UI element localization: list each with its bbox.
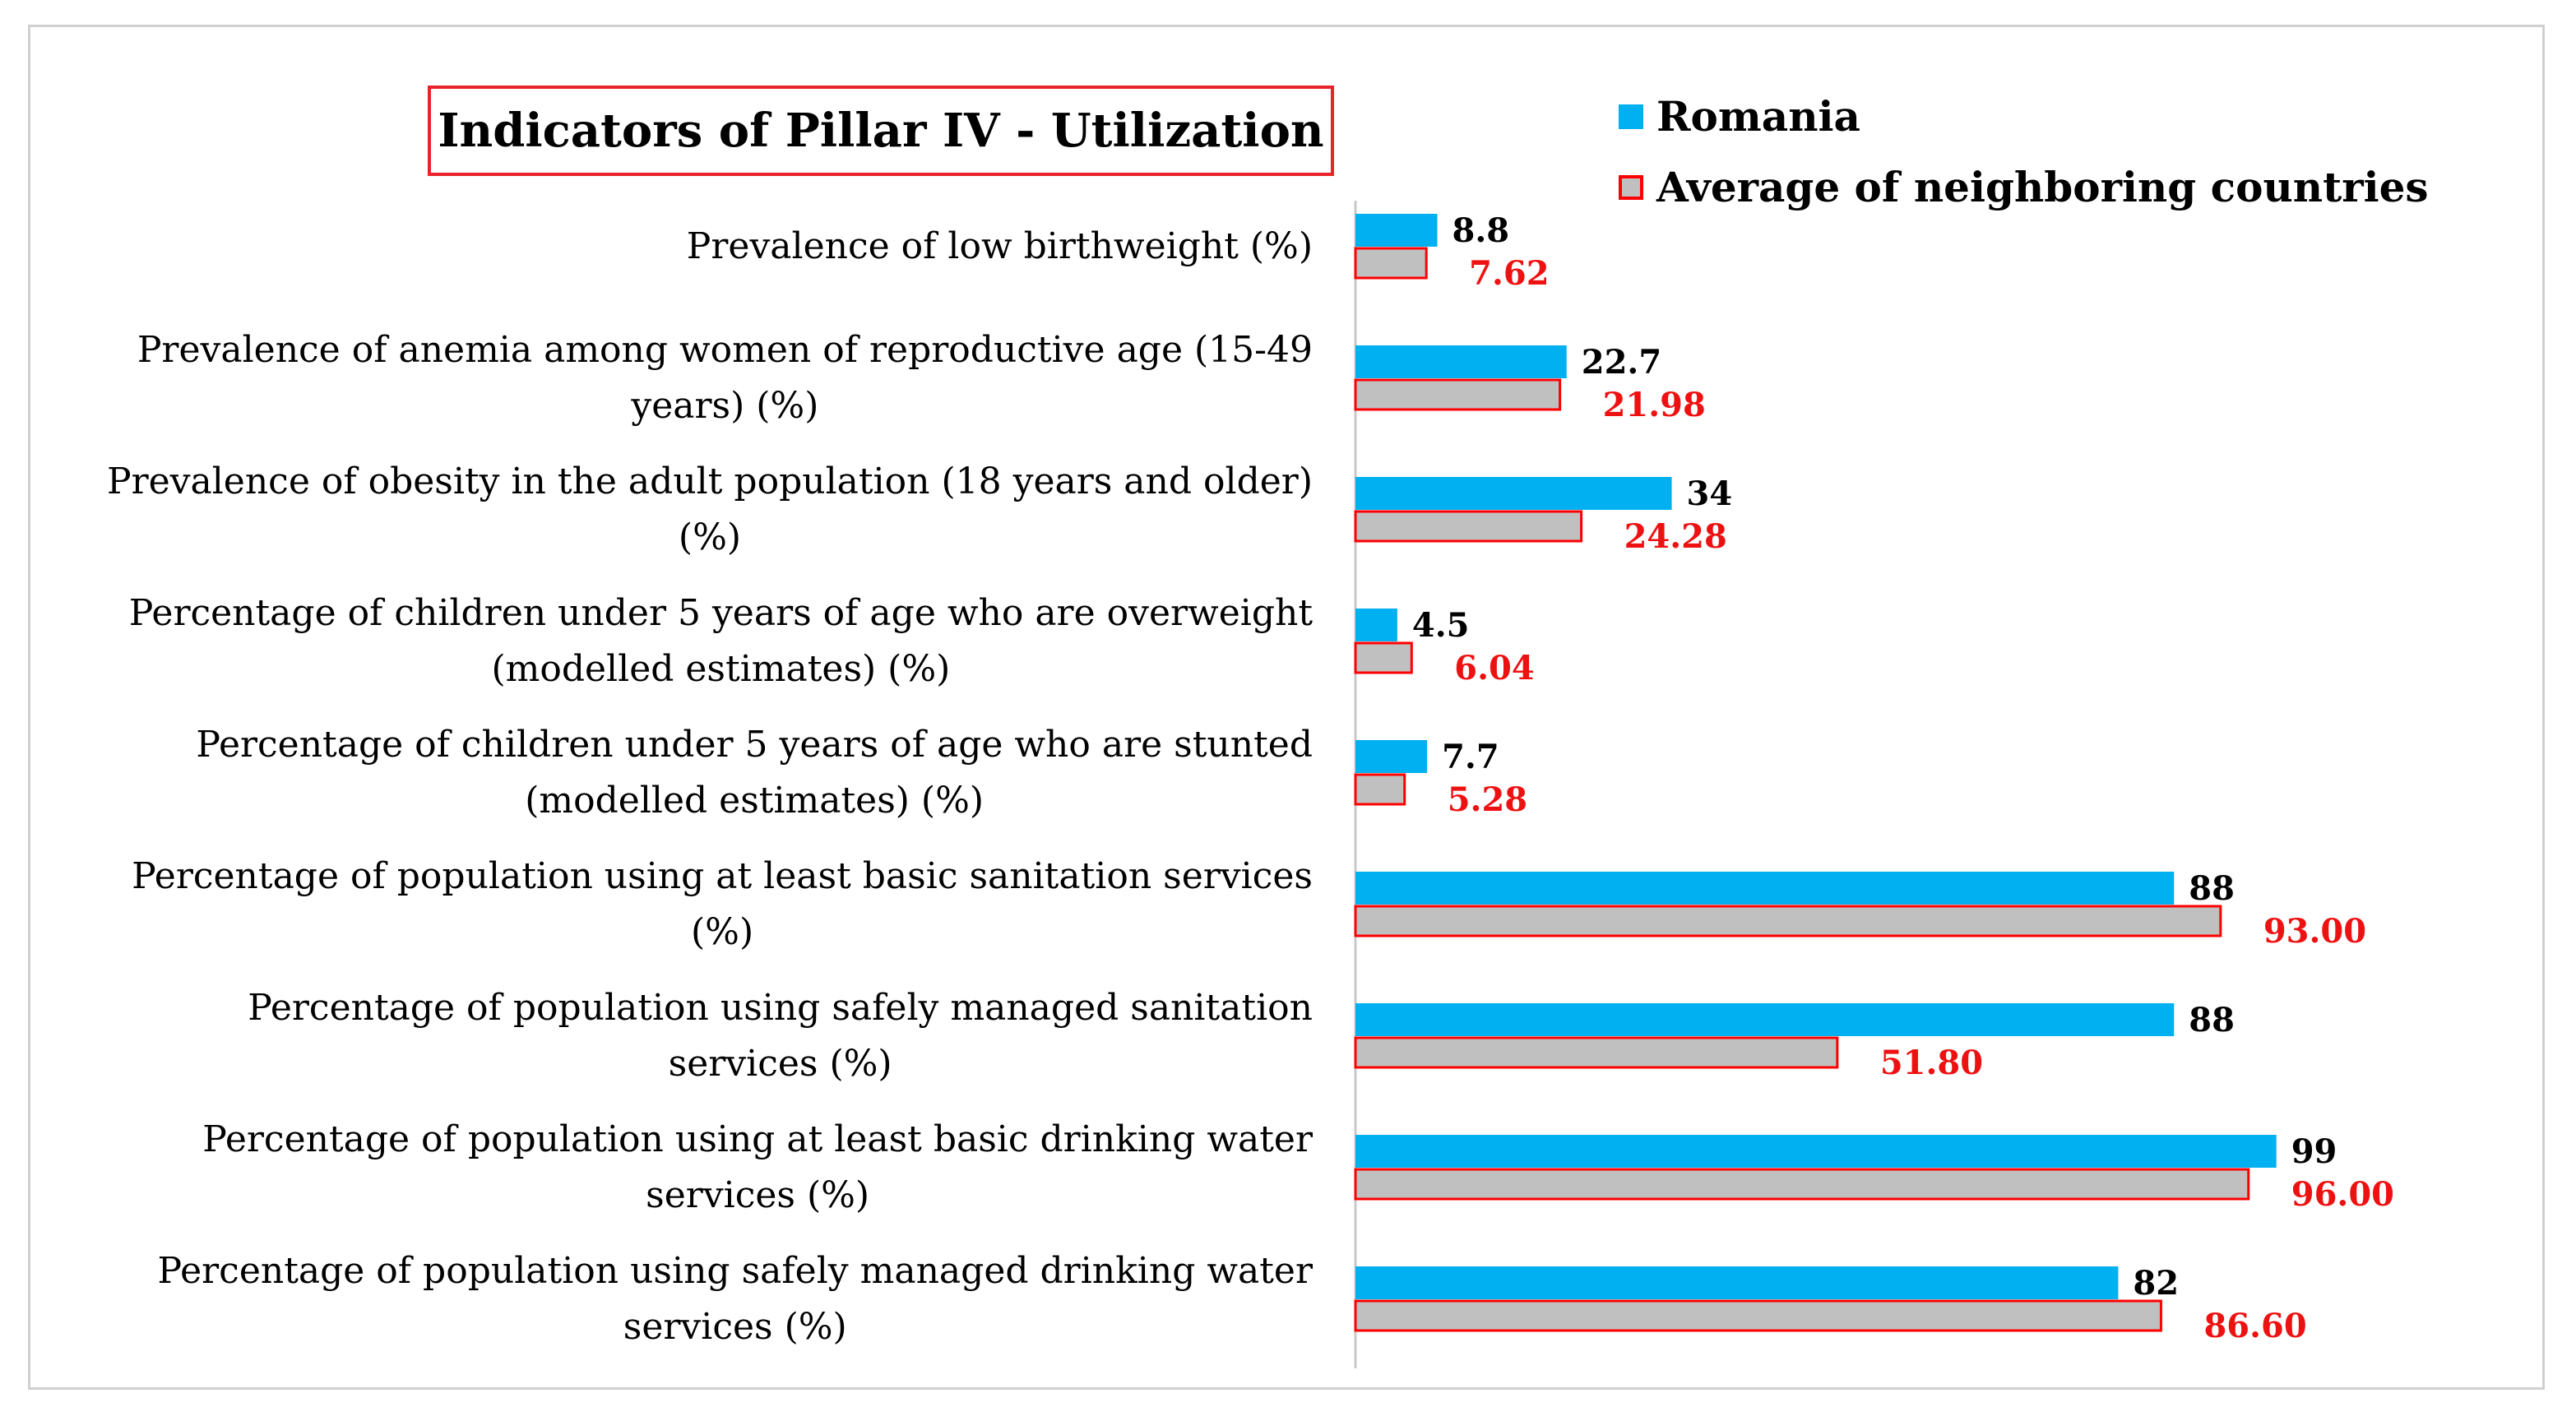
category-label-line: Percentage of population using at least … xyxy=(202,1118,1313,1160)
category-label-line: Percentage of population using at least … xyxy=(132,855,1313,897)
data-label-romania: 88 xyxy=(2189,1001,2235,1039)
bar-average xyxy=(1354,1299,2162,1332)
data-label-average: 51.80 xyxy=(1880,1044,1983,1082)
bar-romania xyxy=(1355,740,1428,773)
bar-average xyxy=(1354,1168,2250,1201)
bar-romania xyxy=(1355,1003,2175,1036)
bar-average xyxy=(1354,510,1583,543)
legend-item-romania: Romania xyxy=(1619,92,1860,141)
category-label: Percentage of children under 5 years of … xyxy=(196,724,1313,822)
data-label-romania: 82 xyxy=(2133,1264,2179,1303)
legend-label-romania: Romania xyxy=(1656,92,1860,141)
data-label-romania: 8.8 xyxy=(1452,211,1510,250)
data-label-average: 7.62 xyxy=(1469,254,1549,293)
bar-romania xyxy=(1355,214,1438,247)
data-label-average: 24.28 xyxy=(1624,517,1727,556)
category-label-line: (%) xyxy=(691,911,753,953)
data-label-average: 93.00 xyxy=(2263,912,2366,951)
data-label-average: 5.28 xyxy=(1448,780,1527,819)
category-label: Prevalence of obesity in the adult popul… xyxy=(107,461,1313,558)
bar-average xyxy=(1354,378,1562,411)
category-label: Percentage of population using at least … xyxy=(202,1118,1313,1216)
category-label-line: services (%) xyxy=(646,1174,869,1216)
category-label: Percentage of population using safely ma… xyxy=(248,987,1313,1085)
data-label-romania: 99 xyxy=(2291,1132,2337,1171)
bar-romania xyxy=(1355,477,1672,510)
category-label-line: years) (%) xyxy=(630,385,818,427)
chart-title: Indicators of Pillar IV - Utilization xyxy=(428,86,1334,176)
category-label-line: Prevalence of low birthweight (%) xyxy=(687,225,1313,267)
category-label: Percentage of population using at least … xyxy=(132,855,1313,953)
bar-average xyxy=(1354,641,1413,674)
legend-label-average: Average of neighboring countries xyxy=(1656,163,2429,211)
data-label-romania: 34 xyxy=(1687,474,1733,513)
data-label-romania: 7.7 xyxy=(1442,738,1499,776)
category-label-line: Percentage of population using safely ma… xyxy=(157,1250,1313,1292)
category-label: Prevalence of anemia among women of repr… xyxy=(137,329,1313,427)
category-label-line: services (%) xyxy=(669,1043,892,1085)
bar-average xyxy=(1354,1036,1839,1069)
category-label-line: Percentage of children under 5 years of … xyxy=(129,592,1313,634)
data-label-romania: 88 xyxy=(2189,869,2235,908)
data-label-average: 96.00 xyxy=(2291,1175,2394,1214)
category-label-line: (%) xyxy=(679,516,741,558)
category-label: Percentage of population using safely ma… xyxy=(157,1250,1313,1348)
category-label-line: Percentage of population using safely ma… xyxy=(248,987,1313,1029)
category-label-line: services (%) xyxy=(623,1306,847,1348)
data-label-average: 86.60 xyxy=(2203,1307,2306,1345)
data-label-average: 6.04 xyxy=(1454,649,1534,687)
category-label: Prevalence of low birthweight (%) xyxy=(687,225,1313,267)
data-label-romania: 4.5 xyxy=(1412,606,1470,645)
data-label-average: 21.98 xyxy=(1603,386,1706,424)
category-label-line: (modelled estimates) (%) xyxy=(525,780,984,822)
category-label-line: Prevalence of anemia among women of repr… xyxy=(137,329,1313,371)
legend-swatch-average xyxy=(1619,174,1643,200)
bar-romania xyxy=(1355,345,1567,378)
bar-romania xyxy=(1355,1135,2277,1168)
data-label-romania: 22.7 xyxy=(1582,343,1661,382)
bar-romania xyxy=(1355,1266,2119,1299)
bar-average xyxy=(1354,773,1406,806)
bar-average xyxy=(1354,247,1428,280)
category-label-line: (modelled estimates) (%) xyxy=(491,648,950,690)
bar-romania xyxy=(1355,872,2175,905)
bar-romania xyxy=(1355,609,1397,641)
category-label: Percentage of children under 5 years of … xyxy=(129,592,1313,690)
legend-item-average: Average of neighboring countries xyxy=(1619,163,2429,211)
legend-swatch-romania xyxy=(1619,104,1643,129)
category-label-line: Percentage of children under 5 years of … xyxy=(196,724,1313,766)
bar-average xyxy=(1354,905,2222,937)
category-label-line: Prevalence of obesity in the adult popul… xyxy=(107,461,1313,502)
